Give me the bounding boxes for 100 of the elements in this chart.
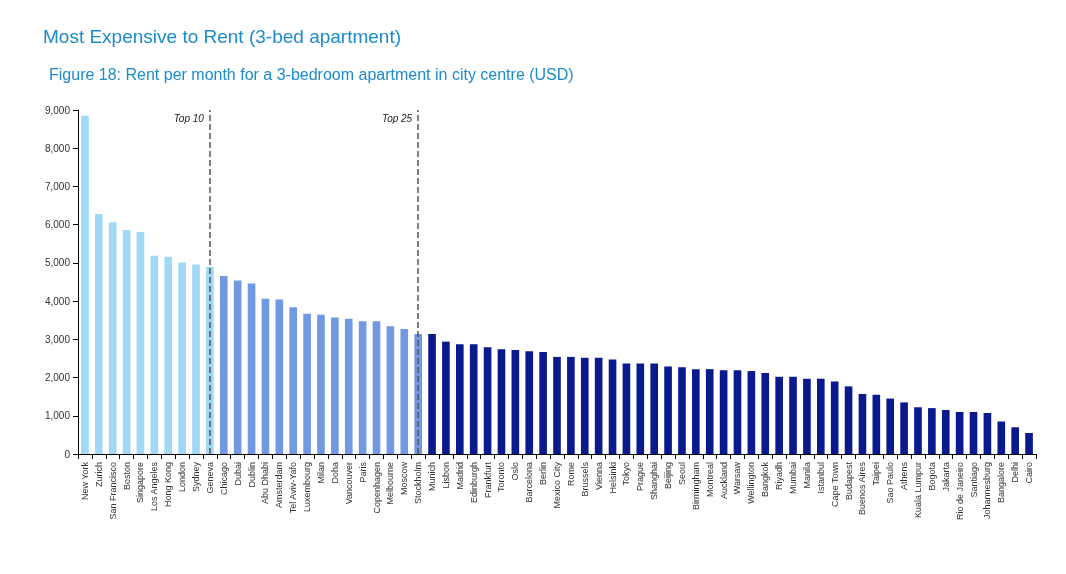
x-tick-label: Santiago <box>968 462 979 498</box>
x-tick-label: Zurich <box>93 462 104 488</box>
x-tick-label: Rio de Janeiro <box>954 462 965 521</box>
bar <box>1011 427 1019 454</box>
bar <box>705 369 714 454</box>
x-tick-label: Vancouver <box>343 462 354 505</box>
x-tick-label: Paris <box>357 461 368 483</box>
bar <box>122 230 131 454</box>
bar <box>539 351 547 454</box>
bar <box>358 321 367 454</box>
y-tick-label: 9,000 <box>44 104 71 116</box>
ref-line-label: Top 25 <box>381 112 413 124</box>
bar <box>567 356 575 454</box>
y-tick-label: 2,000 <box>44 372 71 384</box>
x-tick-label: Mumbai <box>788 462 799 495</box>
bar <box>303 313 311 454</box>
bar <box>261 298 270 454</box>
bar <box>525 351 534 454</box>
y-tick-label: 8,000 <box>44 142 71 154</box>
x-tick-label: Beijing <box>663 462 674 490</box>
bar <box>914 407 922 454</box>
x-tick-label: Cape Town <box>829 462 840 507</box>
x-tick-label: Dubai <box>232 462 243 486</box>
bar <box>969 411 978 454</box>
x-tick-label: Madrid <box>454 462 465 490</box>
x-tick-label: Hong Kong <box>163 462 174 508</box>
x-tick-label: Montreal <box>704 462 715 498</box>
bar <box>636 363 645 454</box>
bar <box>692 369 700 454</box>
bar <box>428 333 436 454</box>
x-tick-label: Tel Aviv-Yafo <box>288 462 299 514</box>
bar <box>983 413 992 454</box>
bar <box>400 329 409 454</box>
x-tick-label: Brussels <box>579 461 590 497</box>
bar <box>997 421 1006 454</box>
bar <box>650 363 659 454</box>
x-tick-label: Jakarta <box>940 462 951 492</box>
bar <box>830 381 839 454</box>
chart-subtitle: Figure 18: Rent per month for a 3-bedroom apartment in city centre (USD) <box>49 65 574 83</box>
bar <box>164 256 173 454</box>
bar <box>900 402 908 454</box>
bar <box>747 371 756 454</box>
x-tick-label: San Francisco <box>107 462 118 520</box>
x-tick-label: Luxembourg <box>302 462 313 513</box>
x-tick-label: Geneva <box>204 462 215 494</box>
x-tick-label: Lisbon <box>440 462 451 489</box>
x-tick-label: Edinburgh <box>468 462 479 504</box>
bar <box>275 299 284 454</box>
x-tick-label: New York <box>79 461 90 501</box>
x-tick-label: Buenos Aires <box>857 461 868 516</box>
x-tick-label: Delhi <box>1010 462 1021 483</box>
bar <box>317 314 325 454</box>
x-tick-label: Barcelona <box>524 462 535 503</box>
bar <box>886 398 895 454</box>
bar <box>386 326 395 454</box>
bar <box>469 344 478 454</box>
bar <box>678 367 686 454</box>
x-tick-label: Warsaw <box>732 461 743 495</box>
bar <box>95 213 103 454</box>
x-tick-label: Bangkok <box>760 461 771 498</box>
bar <box>483 347 492 454</box>
x-tick-label: Cairo <box>1024 462 1035 484</box>
x-tick-label: Seoul <box>676 462 687 486</box>
x-tick-label: Amsterdam <box>274 462 285 509</box>
ref-line-label: Top 10 <box>173 112 205 124</box>
x-tick-label: Helsinki <box>607 462 618 494</box>
bar <box>872 394 881 454</box>
bar <box>455 344 464 454</box>
bar <box>442 341 450 454</box>
bar <box>331 317 339 454</box>
bar <box>219 275 228 454</box>
x-tick-label: Milan <box>315 462 326 484</box>
bar <box>136 231 145 454</box>
bar <box>858 393 867 454</box>
bar <box>955 411 964 454</box>
x-tick-label: Shanghai <box>649 462 660 501</box>
x-tick-label: Copenhagen <box>371 462 382 514</box>
x-tick-label: Munich <box>427 462 438 492</box>
x-tick-label: Rome <box>565 462 576 487</box>
y-tick-label: 7,000 <box>44 180 71 192</box>
x-tick-label: Toronto <box>496 462 507 493</box>
chart-title: Most Expensive to Rent (3-bed apartment) <box>43 26 402 47</box>
x-tick-label: Budapest <box>843 461 854 501</box>
bar <box>344 318 353 454</box>
x-tick-label: Taipei <box>871 462 882 486</box>
bar <box>775 376 783 454</box>
x-tick-label: Athens <box>899 461 910 491</box>
bar <box>816 378 825 454</box>
x-tick-label: Doha <box>329 462 340 484</box>
y-tick-label: 3,000 <box>44 333 71 345</box>
bar <box>178 262 186 454</box>
bar <box>594 357 603 454</box>
y-tick-label: 4,000 <box>44 295 71 307</box>
bar <box>761 372 770 454</box>
x-tick-label: Moscow <box>399 461 410 496</box>
bar <box>789 376 797 454</box>
y-tick-label: 0 <box>64 448 71 460</box>
bar <box>233 280 242 454</box>
x-tick-label: Boston <box>121 462 132 491</box>
bar <box>108 222 117 454</box>
